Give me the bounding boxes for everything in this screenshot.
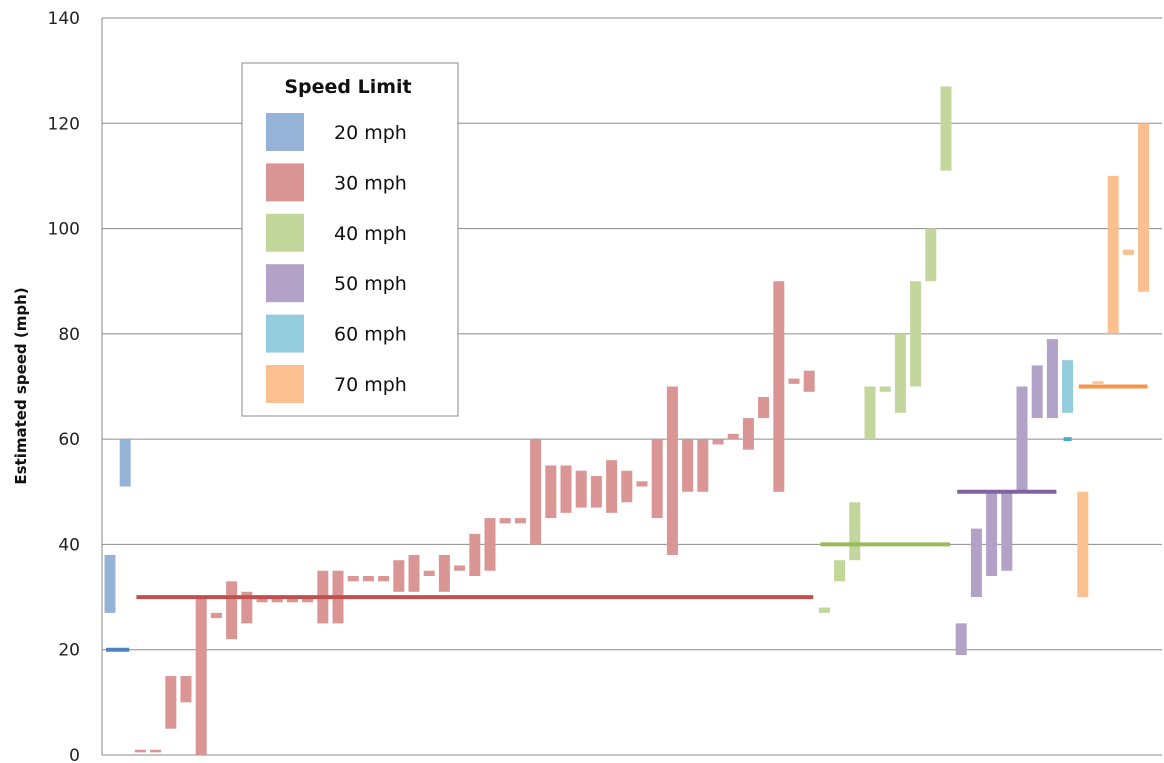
y-tick-label: 120 bbox=[48, 114, 80, 134]
bar-70-mph bbox=[1107, 175, 1119, 334]
bar-30-mph bbox=[165, 676, 177, 729]
bar-50-mph bbox=[1031, 365, 1043, 419]
bar-60-mph bbox=[1062, 360, 1074, 413]
legend-entry-label: 70 mph bbox=[334, 374, 407, 396]
bar-50-mph bbox=[1046, 339, 1058, 419]
legend-swatch bbox=[266, 213, 304, 252]
bar-30-mph bbox=[651, 439, 663, 519]
bar-30-mph bbox=[499, 518, 511, 524]
bar-40-mph bbox=[925, 228, 937, 282]
bar-50-mph bbox=[970, 528, 982, 598]
bar-40-mph bbox=[818, 607, 830, 613]
legend-entry-label: 40 mph bbox=[334, 223, 407, 245]
bar-70-mph bbox=[1138, 123, 1150, 292]
bar-30-mph bbox=[773, 281, 785, 492]
bar-30-mph bbox=[423, 570, 435, 577]
legend-entries: 20 mph 30 mph 40 mph 50 mph 60 mph 70 mph bbox=[266, 113, 407, 403]
bar-30-mph bbox=[195, 597, 207, 755]
bar-30-mph bbox=[256, 597, 268, 603]
legend-swatch bbox=[266, 314, 304, 353]
legend-title: Speed Limit bbox=[284, 76, 411, 98]
bar-30-mph bbox=[150, 749, 162, 753]
bar-70-mph bbox=[1122, 249, 1134, 255]
bar-40-mph bbox=[940, 86, 952, 171]
bar-30-mph bbox=[302, 597, 314, 603]
legend-swatch bbox=[266, 163, 304, 202]
bar-30-mph bbox=[560, 465, 572, 513]
bar-30-mph bbox=[454, 565, 466, 571]
legend-entry-label: 50 mph bbox=[334, 273, 407, 295]
bar-30-mph bbox=[742, 418, 754, 450]
legend: Speed Limit 20 mph 30 mph 40 mph 50 mph 60 m… bbox=[241, 62, 459, 417]
bar-30-mph bbox=[180, 676, 192, 703]
bar-30-mph bbox=[545, 465, 557, 519]
y-tick-label: 140 bbox=[48, 9, 80, 29]
bar-30-mph bbox=[438, 554, 450, 592]
bar-40-mph bbox=[849, 502, 861, 561]
bar-30-mph bbox=[134, 749, 146, 753]
bar-30-mph bbox=[484, 518, 496, 571]
bar-50-mph bbox=[986, 491, 998, 577]
bar-30-mph bbox=[286, 597, 298, 603]
y-tick-label: 20 bbox=[58, 641, 80, 661]
bar-40-mph bbox=[879, 386, 891, 392]
bar-50-mph bbox=[1001, 491, 1013, 571]
bar-70-mph bbox=[1077, 491, 1089, 598]
legend-swatch bbox=[266, 113, 304, 151]
bar-30-mph bbox=[210, 612, 222, 619]
bar-40-mph bbox=[864, 386, 876, 440]
bar-40-mph bbox=[910, 281, 922, 387]
bar-30-mph bbox=[727, 433, 739, 440]
bar-30-mph bbox=[666, 386, 678, 555]
y-axis-ticks: 0 20 40 60 80 100 120 140 bbox=[48, 9, 80, 763]
bar-30-mph bbox=[514, 518, 526, 524]
bar-30-mph bbox=[606, 460, 618, 513]
legend-entry-label: 30 mph bbox=[334, 172, 407, 194]
bar-30-mph bbox=[758, 397, 770, 419]
bar-30-mph bbox=[362, 576, 374, 582]
bar-30-mph bbox=[226, 581, 238, 640]
bar-30-mph bbox=[697, 439, 709, 492]
bar-30-mph bbox=[393, 560, 405, 592]
legend-swatch bbox=[266, 264, 304, 303]
bar-50-mph bbox=[1016, 386, 1028, 492]
bar-30-mph bbox=[682, 439, 694, 492]
y-tick-label: 100 bbox=[48, 220, 80, 240]
y-tick-label: 0 bbox=[69, 746, 80, 763]
bar-50-mph bbox=[955, 623, 967, 655]
bar-30-mph bbox=[469, 533, 481, 577]
bar-30-mph bbox=[803, 370, 815, 392]
bar-30-mph bbox=[271, 597, 283, 603]
bar-30-mph bbox=[636, 481, 648, 487]
bar-20-mph bbox=[119, 439, 131, 487]
legend-swatch bbox=[266, 365, 304, 403]
speed-limit-lines bbox=[106, 384, 1148, 652]
bar-30-mph bbox=[712, 439, 724, 445]
bar-30-mph bbox=[621, 470, 633, 503]
legend-entry-label: 20 mph bbox=[334, 122, 407, 144]
bar-30-mph bbox=[788, 378, 800, 384]
bar-30-mph bbox=[241, 591, 253, 624]
bar-30-mph bbox=[530, 439, 542, 545]
bar-70-mph bbox=[1092, 381, 1104, 384]
bar-40-mph bbox=[834, 560, 846, 582]
y-tick-label: 80 bbox=[58, 325, 80, 345]
bar-20-mph bbox=[104, 554, 116, 613]
y-tick-label: 60 bbox=[58, 430, 80, 450]
legend-entry-label: 60 mph bbox=[334, 324, 407, 346]
bar-40-mph bbox=[894, 333, 906, 413]
y-axis-label: Estimated speed (mph) bbox=[12, 287, 30, 484]
y-tick-label: 40 bbox=[58, 535, 80, 555]
bar-30-mph bbox=[575, 470, 587, 508]
bar-30-mph bbox=[408, 554, 420, 592]
bar-30-mph bbox=[347, 576, 359, 582]
bar-30-mph bbox=[378, 576, 390, 582]
bar-30-mph bbox=[590, 475, 602, 508]
